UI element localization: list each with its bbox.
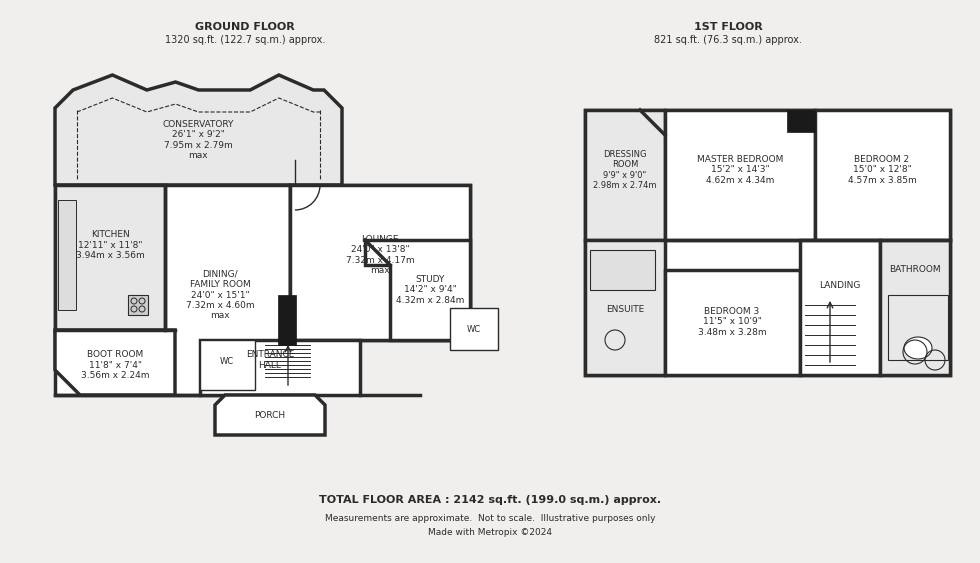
Text: PORCH: PORCH xyxy=(255,410,285,419)
Bar xyxy=(450,308,498,350)
Text: 1ST FLOOR: 1ST FLOOR xyxy=(694,22,762,32)
Text: DINING/
FAMILY ROOM
24'0" x 15'1"
7.32m x 4.60m
max: DINING/ FAMILY ROOM 24'0" x 15'1" 7.32m … xyxy=(185,270,255,320)
Text: KITCHEN
12'11" x 11'8"
3.94m x 3.56m: KITCHEN 12'11" x 11'8" 3.94m x 3.56m xyxy=(75,230,144,260)
Text: BATHROOM: BATHROOM xyxy=(889,266,941,275)
Bar xyxy=(815,110,950,240)
Bar xyxy=(58,200,76,310)
Text: ENSUITE: ENSUITE xyxy=(606,306,644,315)
Bar xyxy=(888,295,948,360)
Text: MASTER BEDROOM
15'2" x 14'3"
4.62m x 4.34m: MASTER BEDROOM 15'2" x 14'3" 4.62m x 4.3… xyxy=(697,155,783,185)
Bar xyxy=(278,295,296,345)
Text: BEDROOM 3
11'5" x 10'9"
3.48m x 3.28m: BEDROOM 3 11'5" x 10'9" 3.48m x 3.28m xyxy=(698,307,766,337)
Text: Measurements are approximate.  Not to scale.  Illustrative purposes only: Measurements are approximate. Not to sca… xyxy=(324,514,656,523)
Polygon shape xyxy=(365,240,470,340)
Text: TOTAL FLOOR AREA : 2142 sq.ft. (199.0 sq.m.) approx.: TOTAL FLOOR AREA : 2142 sq.ft. (199.0 sq… xyxy=(318,495,662,505)
Bar xyxy=(585,240,665,375)
Text: LANDING: LANDING xyxy=(819,280,860,289)
Text: WC: WC xyxy=(466,324,481,333)
Bar xyxy=(290,185,470,340)
Text: LOUNGE
24'0" x 13'8"
7.32m x 4.17m
max: LOUNGE 24'0" x 13'8" 7.32m x 4.17m max xyxy=(346,235,415,275)
Text: Made with Metropix ©2024: Made with Metropix ©2024 xyxy=(428,528,552,537)
Polygon shape xyxy=(55,330,175,395)
Polygon shape xyxy=(215,395,325,435)
Text: WC: WC xyxy=(220,358,234,367)
Polygon shape xyxy=(55,75,342,185)
Text: CONSERVATORY
26'1" x 9'2"
7.95m x 2.79m
max: CONSERVATORY 26'1" x 9'2" 7.95m x 2.79m … xyxy=(163,120,233,160)
Text: STUDY
14'2" x 9'4"
4.32m x 2.84m: STUDY 14'2" x 9'4" 4.32m x 2.84m xyxy=(396,275,465,305)
Ellipse shape xyxy=(904,337,932,359)
Bar xyxy=(585,110,950,375)
Bar xyxy=(55,185,290,395)
Bar xyxy=(787,110,815,132)
Bar xyxy=(665,270,800,375)
Text: BOOT ROOM
11'8" x 7'4"
3.56m x 2.24m: BOOT ROOM 11'8" x 7'4" 3.56m x 2.24m xyxy=(80,350,149,380)
Text: 821 sq.ft. (76.3 sq.m.) approx.: 821 sq.ft. (76.3 sq.m.) approx. xyxy=(654,35,802,45)
Bar xyxy=(128,295,148,315)
Bar xyxy=(290,185,470,340)
Text: ENTRANCE
HALL: ENTRANCE HALL xyxy=(246,350,294,370)
Bar xyxy=(200,340,360,395)
Text: BEDROOM 2
15'0" x 12'8"
4.57m x 3.85m: BEDROOM 2 15'0" x 12'8" 4.57m x 3.85m xyxy=(848,155,916,185)
Bar xyxy=(55,185,165,330)
Text: DRESSING
ROOM
9'9" x 9'0"
2.98m x 2.74m: DRESSING ROOM 9'9" x 9'0" 2.98m x 2.74m xyxy=(593,150,657,190)
Bar xyxy=(585,110,665,240)
Text: GROUND FLOOR: GROUND FLOOR xyxy=(195,22,295,32)
Bar xyxy=(590,250,655,290)
Text: 1320 sq.ft. (122.7 sq.m.) approx.: 1320 sq.ft. (122.7 sq.m.) approx. xyxy=(165,35,325,45)
Bar xyxy=(200,340,255,390)
Bar xyxy=(665,110,815,240)
Bar xyxy=(800,240,880,375)
Bar xyxy=(880,240,950,375)
